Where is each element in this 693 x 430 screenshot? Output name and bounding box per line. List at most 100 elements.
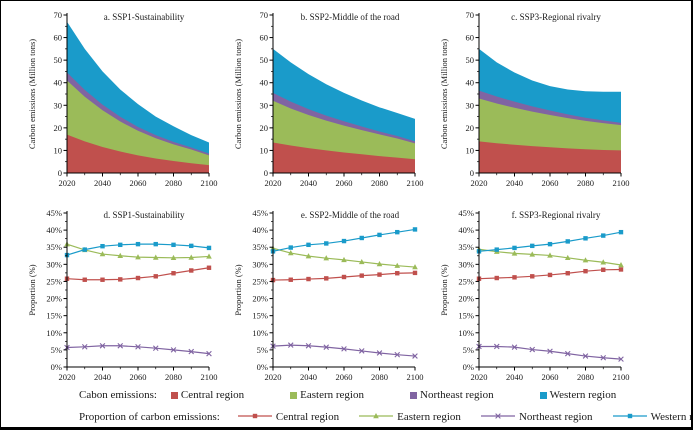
marker-triangle	[376, 260, 383, 267]
marker-square	[324, 241, 329, 246]
chart-title: e. SSP2-Middle of the road	[301, 210, 400, 220]
y-tick-label: 40%	[46, 225, 62, 235]
marker-square	[601, 233, 606, 238]
marker-x	[547, 348, 553, 355]
y-tick-label: 30%	[46, 259, 62, 269]
legend-proportion-caption: Proportion of carbon emissions:	[79, 411, 220, 423]
marker-triangle	[188, 254, 195, 260]
marker-square	[306, 242, 311, 248]
marker-triangle	[547, 252, 553, 258]
x-tick-label: 2080	[371, 372, 388, 382]
y-tick-label: 70	[466, 10, 475, 20]
marker-triangle	[600, 259, 607, 265]
marker-triangle	[358, 258, 365, 265]
northeast-region-line-marker-icon	[480, 411, 515, 424]
y-axis-label: Carbon emissions (Million tons)	[439, 39, 449, 149]
x-tick-label: 2080	[577, 372, 594, 382]
marker-x	[117, 342, 124, 349]
y-tick-label: 15%	[46, 311, 62, 321]
x-tick-label: 2020	[59, 178, 76, 188]
marker-square	[618, 267, 624, 272]
x-tick-label: 2060	[130, 178, 147, 188]
marker-square	[512, 245, 517, 251]
y-tick-label: 45%	[252, 208, 268, 218]
marker-square	[341, 274, 347, 280]
marker-square	[359, 235, 364, 241]
marker-x	[287, 342, 294, 348]
y-tick-label: 20	[260, 123, 269, 133]
marker-square	[583, 268, 588, 274]
marker-square	[171, 242, 176, 248]
y-tick-label: 30	[54, 100, 63, 110]
y-tick-label: 0	[470, 168, 474, 178]
x-tick-label: 2020	[265, 178, 282, 188]
marker-x	[618, 356, 624, 362]
y-tick-label: 60	[466, 33, 475, 43]
marker-triangle	[287, 250, 294, 256]
legend-item-eastern-region: Eastern region	[290, 389, 364, 401]
legend-item-northeast-region: Northeast region	[410, 389, 494, 401]
marker-square	[512, 275, 517, 280]
marker-square	[118, 242, 123, 248]
chart-title: a. SSP1-Sustainability	[104, 12, 185, 22]
y-tick-label: 5%	[257, 345, 268, 355]
marker-square	[189, 243, 194, 249]
northeast-region-swatch-icon	[410, 391, 417, 399]
marker-x	[341, 346, 347, 352]
y-tick-label: 70	[54, 10, 63, 20]
marker-triangle	[323, 255, 330, 261]
y-tick-label: 0%	[257, 362, 268, 372]
marker-square	[341, 238, 347, 244]
chart-cell-b: 0 10 20 30 40 50 60 70 2020 2040 2060 2080 2100 b. SS…	[211, 1, 424, 197]
x-tick-label: 2020	[471, 372, 488, 382]
marker-x	[152, 345, 159, 351]
y-axis-label: Carbon emissions (Million tons)	[233, 39, 243, 149]
marker-triangle	[511, 250, 518, 256]
chart-emissions-ssp3: 0 10 20 30 40 50 60 70 2020 2040 2060 2080 2100 c. SS…	[439, 10, 630, 188]
marker-square	[82, 247, 87, 252]
marker-x	[495, 412, 501, 419]
y-tick-label: 30	[466, 100, 475, 110]
marker-triangle	[618, 262, 624, 268]
x-tick-label: 2040	[94, 178, 111, 188]
y-tick-label: 30%	[458, 259, 474, 269]
chart-cell-f: 0% 5% 10% 15% 20% 25% 30% 35% 40% 45% 2020 2040 2060…	[417, 197, 630, 382]
marker-triangle	[529, 251, 536, 257]
y-tick-label: 10	[466, 145, 475, 155]
marker-square	[135, 275, 141, 281]
y-tick-label: 10%	[46, 328, 62, 338]
marker-triangle	[135, 254, 141, 260]
chart-title: f. SSP3-Regional rivalry	[512, 210, 601, 220]
marker-x	[305, 342, 312, 349]
marker-square	[135, 241, 141, 247]
legend-item-northeast-region-line: Northeast region	[480, 411, 593, 424]
y-tick-label: 35%	[46, 242, 62, 252]
y-tick-label: 0	[58, 168, 62, 178]
line-northeast	[272, 344, 416, 357]
marker-square	[583, 236, 588, 241]
y-tick-label: 20%	[46, 294, 62, 304]
eastern-region-line-marker-icon	[359, 411, 394, 424]
chart-proportion-ssp3: 0% 5% 10% 15% 20% 25% 30% 35% 40% 45% 2020 2040 2060…	[439, 208, 630, 382]
marker-square	[206, 265, 212, 270]
y-axis-label: Proportion (%)	[439, 264, 449, 315]
y-tick-label: 40%	[252, 225, 268, 235]
x-tick-label: 2100	[201, 372, 218, 382]
x-tick-label: 2040	[300, 178, 317, 188]
legend-item-eastern-region-line: Eastern region	[359, 411, 461, 424]
marker-x	[582, 353, 589, 359]
marker-x	[376, 350, 383, 356]
marker-triangle	[117, 252, 124, 258]
x-tick-label: 2080	[165, 178, 182, 188]
central-region-line-marker-icon	[237, 411, 272, 424]
x-tick-label: 2080	[577, 178, 594, 188]
marker-square	[288, 277, 293, 282]
chart-proportion-ssp1: 0% 5% 10% 15% 20% 25% 30% 35% 40% 45% 2020 2040 2060…	[27, 208, 218, 382]
y-tick-label: 60	[54, 33, 63, 43]
marker-x	[206, 350, 212, 357]
y-tick-label: 30	[260, 100, 269, 110]
axes	[66, 211, 209, 368]
area-central	[479, 141, 621, 173]
y-tick-label: 15%	[458, 311, 474, 321]
chart-title: c. SSP3-Regional rivalry	[511, 12, 601, 22]
